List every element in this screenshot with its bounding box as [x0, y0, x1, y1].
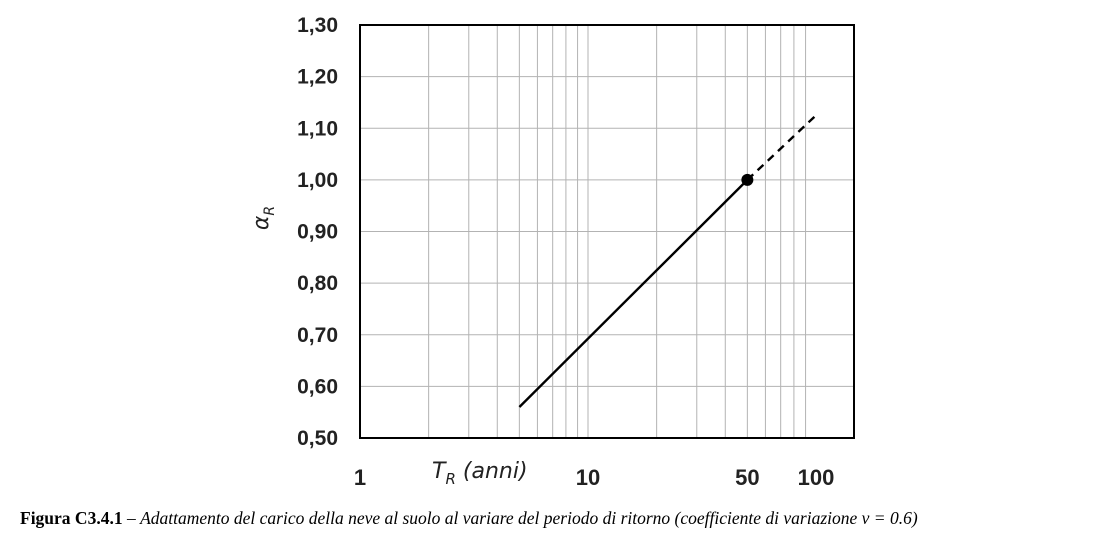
y-tick-label: 0,60	[297, 375, 338, 398]
y-tick-label: 1,30	[297, 14, 338, 37]
series-line-extrapolated	[746, 114, 817, 181]
x-tick-label: 50	[735, 465, 759, 490]
plot-frame	[359, 24, 855, 439]
series-group	[518, 114, 817, 408]
y-tick-labels: 0,50 0,60 0,70 0,80 0,90 1,00 1,10 1,20 1,30	[297, 14, 338, 450]
caption-text: Adattamento del carico della neve al suo…	[140, 508, 918, 528]
y-tick-label: 0,90	[297, 221, 338, 244]
figure-caption: Figura C3.4.1 – Adattamento del carico d…	[20, 508, 1110, 529]
y-tick-label: 0,80	[297, 272, 338, 295]
x-tick-labels: 1 10 50 100	[354, 465, 834, 490]
y-tick-label: 1,10	[297, 117, 338, 140]
y-tick-label: 1,00	[297, 169, 338, 192]
x-tick-label: 1	[354, 465, 366, 490]
caption-lead: Figura C3.4.1	[20, 508, 123, 528]
y-tick-label: 0,70	[297, 324, 338, 347]
caption-separator: –	[122, 508, 141, 528]
y-axis-label: αR	[249, 206, 278, 230]
y-axis-label-main: α	[249, 215, 274, 230]
x-axis-label-rest: (anni)	[456, 459, 528, 484]
x-tick-label: 100	[798, 465, 835, 490]
svg-text:αR: αR	[249, 206, 278, 230]
x-axis-label: TR (anni)	[432, 459, 528, 488]
y-tick-label: 0,50	[297, 427, 338, 450]
x-axis-label-sub: R	[445, 470, 455, 488]
x-axis-label-main: T	[432, 459, 447, 484]
y-tick-label: 1,20	[297, 66, 338, 89]
data-point-marker	[741, 173, 754, 186]
y-axis-label-sub: R	[262, 206, 278, 216]
series-line	[518, 179, 749, 408]
x-tick-label: 10	[576, 465, 600, 490]
